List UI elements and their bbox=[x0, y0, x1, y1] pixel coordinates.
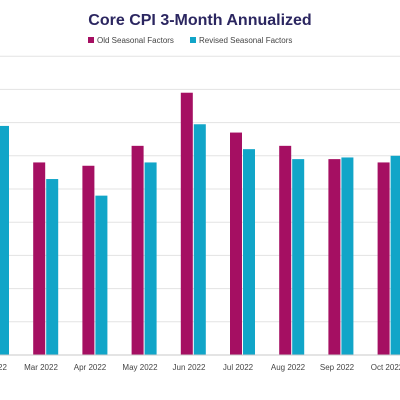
bar-revised-5 bbox=[243, 149, 255, 355]
bar-revised-8 bbox=[390, 155, 400, 355]
x-tick-labels: 2022 Mar 2022 Apr 2022 May 2022 Jun 2022… bbox=[0, 363, 400, 372]
bar-old-1 bbox=[33, 162, 46, 355]
bar-revised-0 bbox=[0, 125, 9, 355]
x-tick-label: Sep 2022 bbox=[320, 363, 355, 372]
bar-old-4 bbox=[180, 92, 193, 355]
bar-revised-2 bbox=[95, 195, 108, 355]
bar-revised-3 bbox=[144, 162, 157, 355]
bar-revised-1 bbox=[46, 179, 59, 355]
x-tick-label: Jun 2022 bbox=[173, 363, 206, 372]
x-tick-label: May 2022 bbox=[122, 363, 158, 372]
bar-old-5 bbox=[230, 132, 242, 355]
x-tick-label: 2022 bbox=[0, 363, 7, 372]
bar-revised-4 bbox=[193, 124, 206, 355]
bar-old-7 bbox=[328, 159, 341, 355]
legend-label-revised: Revised Seasonal Factors bbox=[199, 36, 292, 45]
legend-swatch-old bbox=[88, 37, 94, 43]
legend: Old Seasonal Factors Revised Seasonal Fa… bbox=[88, 36, 292, 45]
bar-revised-6 bbox=[292, 159, 305, 355]
bar-old-6 bbox=[279, 145, 292, 355]
x-tick-label: Apr 2022 bbox=[74, 363, 107, 372]
chart-title: Core CPI 3-Month Annualized bbox=[88, 12, 311, 29]
bar-old-3 bbox=[131, 145, 144, 355]
x-tick-label: Oct 2022 bbox=[371, 363, 400, 372]
bar-revised-7 bbox=[341, 157, 354, 355]
legend-swatch-revised bbox=[190, 37, 196, 43]
x-tick-label: Aug 2022 bbox=[271, 363, 306, 372]
x-tick-label: Mar 2022 bbox=[24, 363, 58, 372]
legend-label-old: Old Seasonal Factors bbox=[97, 36, 174, 45]
x-tick-label: Jul 2022 bbox=[223, 363, 254, 372]
bars bbox=[0, 92, 400, 355]
bar-old-8 bbox=[377, 162, 390, 355]
bar-old-2 bbox=[82, 165, 95, 355]
